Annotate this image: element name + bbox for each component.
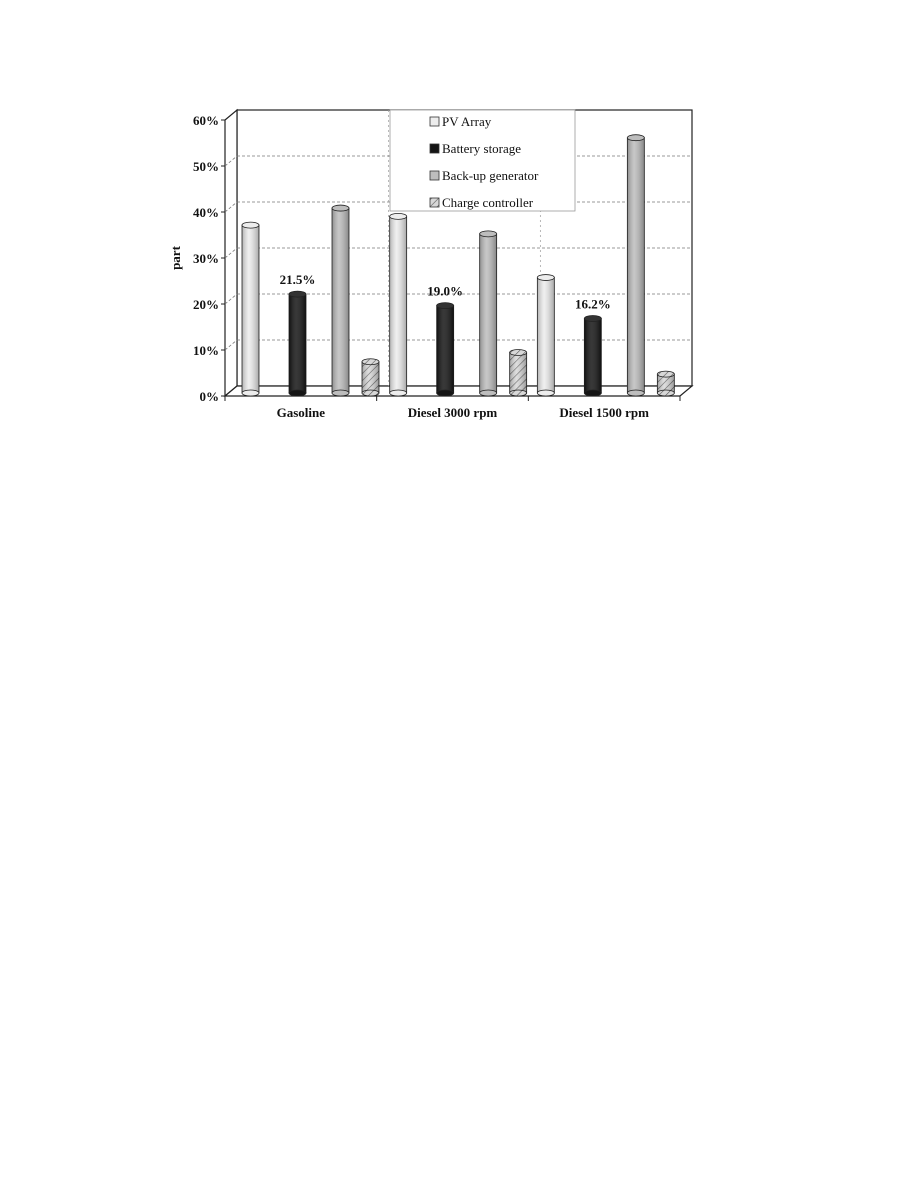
bar-pv-array-2 (536, 274, 555, 397)
bar-base (536, 389, 555, 397)
legend-label: Battery storage (442, 141, 521, 156)
y-tick-label: 10% (193, 343, 219, 358)
bar-top (241, 221, 260, 229)
bar-shading (362, 361, 379, 393)
bar-shading (627, 137, 645, 393)
bar-top (656, 370, 675, 378)
gridline-side (224, 247, 238, 259)
bar-base (583, 389, 602, 397)
bar-battery-storage-0 (288, 290, 307, 397)
y-tick-label: 20% (193, 297, 219, 312)
bar-base (509, 389, 528, 397)
bar-top (509, 349, 528, 356)
bar-shading (389, 216, 407, 393)
y-tick-label: 40% (193, 205, 219, 220)
x-axis-labels: Gasoline Diesel 3000 rpm Diesel 1500 rpm (277, 405, 649, 420)
bar-top (288, 290, 307, 298)
bar-back-up-generator-2 (626, 134, 645, 397)
bar-base (361, 389, 380, 397)
bar-battery-storage-2 (583, 315, 602, 397)
bar-shading (509, 352, 527, 393)
y-tick-label: 30% (193, 251, 219, 266)
bar-shading (332, 208, 349, 393)
bar-pv-array-0 (241, 221, 260, 397)
legend-swatch (429, 143, 440, 154)
bar-top (361, 358, 380, 366)
legend-box (389, 109, 576, 212)
gridline-side (224, 339, 238, 351)
gridline-side (224, 201, 238, 213)
bar-charge-controller-2 (656, 370, 675, 397)
bar-shading (537, 277, 555, 393)
gridline-side (224, 155, 238, 167)
bar-shading (289, 294, 306, 393)
y-tick-label: 0% (200, 389, 220, 404)
bar-back-up-generator-0 (331, 204, 350, 397)
legend-swatch (429, 170, 440, 181)
legend-label: Charge controller (442, 195, 534, 210)
legend-label: Back-up generator (442, 168, 539, 183)
bar-top (626, 134, 645, 142)
gridline-side (224, 293, 238, 305)
bar-top (479, 230, 498, 238)
y-axis-label: part (168, 245, 183, 270)
bar-shading (479, 233, 497, 393)
x-tick-label: Diesel 1500 rpm (559, 405, 649, 420)
bar-shading (242, 225, 259, 393)
bar-pv-array-1 (389, 212, 408, 397)
data-label: 21.5% (280, 272, 316, 287)
bar-base (241, 389, 260, 397)
bar-back-up-generator-1 (479, 230, 498, 397)
bar-base (389, 389, 408, 397)
bar-shading (584, 318, 602, 393)
bars: 21.5% 19.0% 16.2% (241, 134, 675, 397)
y-axis-ticks: 0% 10% 20% 30% 40% 50% 60% (193, 113, 681, 404)
bar-top (583, 315, 602, 322)
x-tick-label: Diesel 3000 rpm (408, 405, 498, 420)
bar-base (436, 389, 455, 397)
legend-swatch (429, 197, 440, 208)
bar-top (436, 302, 455, 310)
bar-base (656, 389, 675, 397)
bar-charge-controller-0 (361, 358, 380, 397)
legend: PV Array Battery storage Back-up generator… (389, 109, 576, 212)
bar-base (479, 389, 498, 397)
y-tick-label: 60% (193, 113, 219, 128)
bar-base (331, 389, 350, 397)
bar-battery-storage-1 (436, 302, 455, 397)
data-label: 16.2% (575, 296, 611, 311)
bar-base (288, 389, 307, 397)
data-label: 19.0% (427, 284, 463, 299)
bar-base (626, 389, 645, 397)
bar-top (331, 204, 350, 212)
bar-shading (657, 374, 675, 393)
bar-charge-controller-1 (509, 349, 528, 397)
legend-swatch (429, 116, 440, 127)
bar-top (389, 212, 408, 220)
bar-shading (436, 305, 454, 393)
bar-top (536, 274, 555, 281)
y-tick-label: 50% (193, 159, 219, 174)
legend-label: PV Array (442, 114, 492, 129)
x-tick-label: Gasoline (277, 405, 326, 420)
